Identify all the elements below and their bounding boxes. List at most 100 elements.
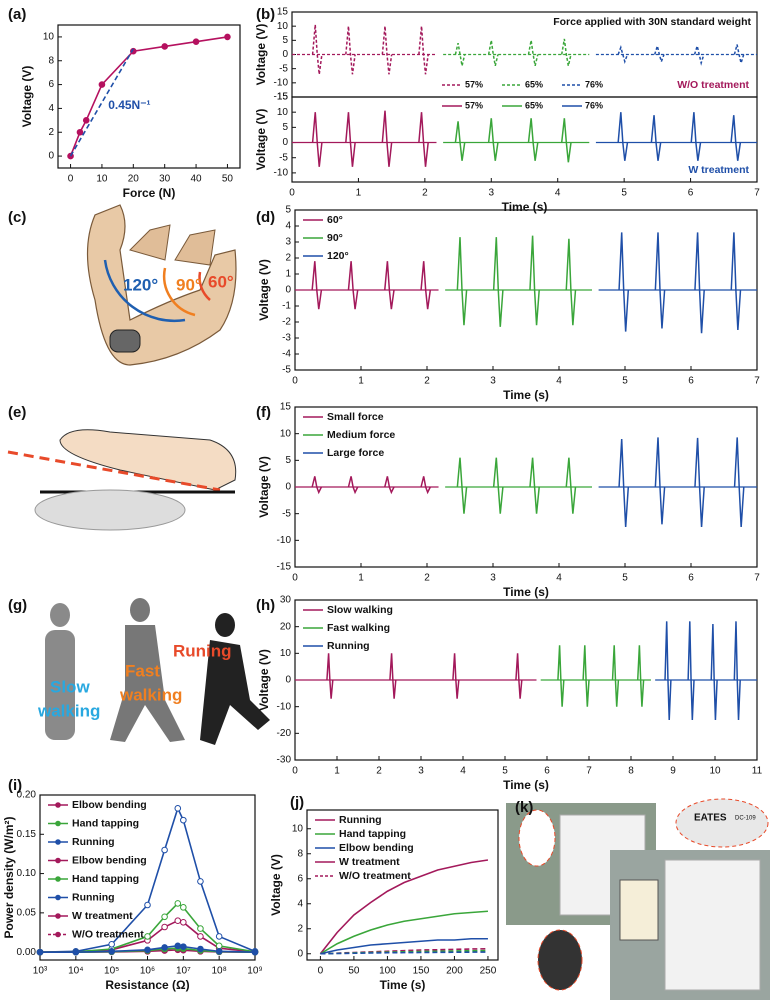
legend-label: Small force: [327, 411, 384, 423]
data-point: [108, 948, 115, 955]
walking-illustration: (g) Slow walking Fast walking Runing: [8, 597, 270, 745]
data-point: [215, 948, 223, 955]
series-line: [69, 36, 228, 157]
y-tick-label: 10: [277, 107, 289, 118]
x-tick-label: 7: [754, 376, 760, 387]
y-tick-label: 0: [282, 137, 288, 148]
legend-label: Elbow bending: [72, 799, 147, 811]
y-tick-label: 8: [297, 848, 303, 859]
y-tick-label: 5: [285, 205, 291, 216]
y-tick-label: 0.05: [17, 907, 37, 918]
y-tick-label: 5: [285, 455, 291, 466]
gait-label: walking: [119, 685, 182, 704]
legend-label: Running: [72, 836, 115, 848]
spike: [487, 40, 499, 67]
x-tick-label: 3: [418, 766, 424, 777]
spike: [529, 235, 540, 326]
series-line: [39, 806, 256, 953]
x-tick-label: 4: [556, 573, 562, 584]
data-point: [98, 81, 106, 88]
spike: [456, 237, 468, 326]
x-tick-label: 2: [376, 766, 382, 777]
legend-label: Elbow bending: [72, 854, 147, 866]
y-axis-title: Voltage (V): [269, 854, 283, 916]
data-point: [251, 948, 259, 956]
x-axis-title: Time (s): [503, 585, 549, 599]
x-tick-label: 6: [688, 188, 694, 199]
panel-label: (g): [8, 597, 27, 614]
spike: [611, 645, 620, 707]
x-tick-label: 0: [318, 966, 324, 977]
series-line: [69, 48, 135, 157]
data-point: [161, 846, 168, 854]
spike: [730, 115, 742, 161]
data-point: [174, 900, 182, 907]
x-tick-label: 0: [68, 174, 74, 185]
spike: [654, 437, 666, 525]
y-tick-label: -10: [277, 701, 292, 712]
finger-illustration: (e): [7, 404, 237, 531]
y-tick-label: 15: [280, 402, 292, 413]
y-tick-label: -30: [277, 755, 292, 766]
x-tick-label: 9: [670, 766, 676, 777]
legend-label: 57%: [465, 79, 483, 89]
panel-label: (a): [8, 6, 26, 23]
y-axis-title: Voltage (V): [257, 649, 271, 711]
legend-label: Running: [339, 814, 382, 826]
x-tick-label: 10⁴: [68, 966, 83, 977]
x-tick-label: 8: [628, 766, 634, 777]
legend-label: Medium force: [327, 429, 395, 441]
spike: [560, 118, 572, 163]
y-tick-label: 15: [277, 7, 289, 18]
x-tick-label: 2: [424, 376, 430, 387]
spike: [345, 112, 356, 167]
plot-frame: [57, 24, 241, 169]
spike: [492, 457, 504, 514]
spike: [454, 42, 466, 67]
spike: [527, 40, 539, 67]
x-tick-label: 5: [502, 766, 508, 777]
spike: [557, 645, 565, 707]
series-line: [40, 945, 256, 953]
data-point: [161, 913, 168, 921]
y-tick-label: 0.15: [17, 829, 37, 840]
x-axis-title: Resistance (Ω): [105, 978, 189, 992]
spike: [733, 437, 745, 528]
x-tick-label: 50: [222, 174, 234, 185]
plot-frame: [306, 809, 499, 961]
data-point: [174, 917, 182, 925]
y-axis-title: Voltage (V): [254, 109, 268, 171]
data-point: [197, 925, 204, 932]
data-point: [161, 43, 168, 50]
spike: [487, 118, 499, 161]
x-tick-label: 1: [358, 376, 364, 387]
spike: [617, 45, 629, 64]
x-tick-label: 0: [292, 376, 298, 387]
spike: [347, 261, 359, 310]
legend-marker: [55, 839, 61, 845]
y-tick-label: 0: [285, 675, 291, 686]
y-axis-title: Voltage (V): [20, 66, 34, 128]
y-tick-label: 0.00: [17, 947, 37, 958]
legend-label: Hand tapping: [72, 873, 139, 885]
spike: [347, 476, 359, 495]
treatment-note: W treatment: [688, 164, 749, 176]
x-tick-label: 10: [96, 174, 108, 185]
data-point: [174, 805, 182, 812]
spike: [492, 237, 504, 327]
angle-label: 60°: [208, 272, 234, 291]
y-tick-label: -20: [277, 728, 292, 739]
legend-label: Hand tapping: [72, 817, 139, 829]
y-tick-label: 15: [277, 92, 289, 103]
y-tick-label: -10: [274, 77, 289, 88]
y-tick-label: 4: [48, 103, 54, 114]
y-tick-label: 1: [285, 269, 291, 280]
legend-label: 60°: [327, 214, 343, 226]
x-tick-label: 1: [334, 766, 340, 777]
legend-label: 57%: [465, 100, 483, 110]
spike: [384, 476, 395, 495]
spike: [389, 653, 397, 699]
data-point: [197, 878, 204, 885]
x-tick-label: 5: [622, 376, 628, 387]
legend-marker: [55, 802, 61, 808]
